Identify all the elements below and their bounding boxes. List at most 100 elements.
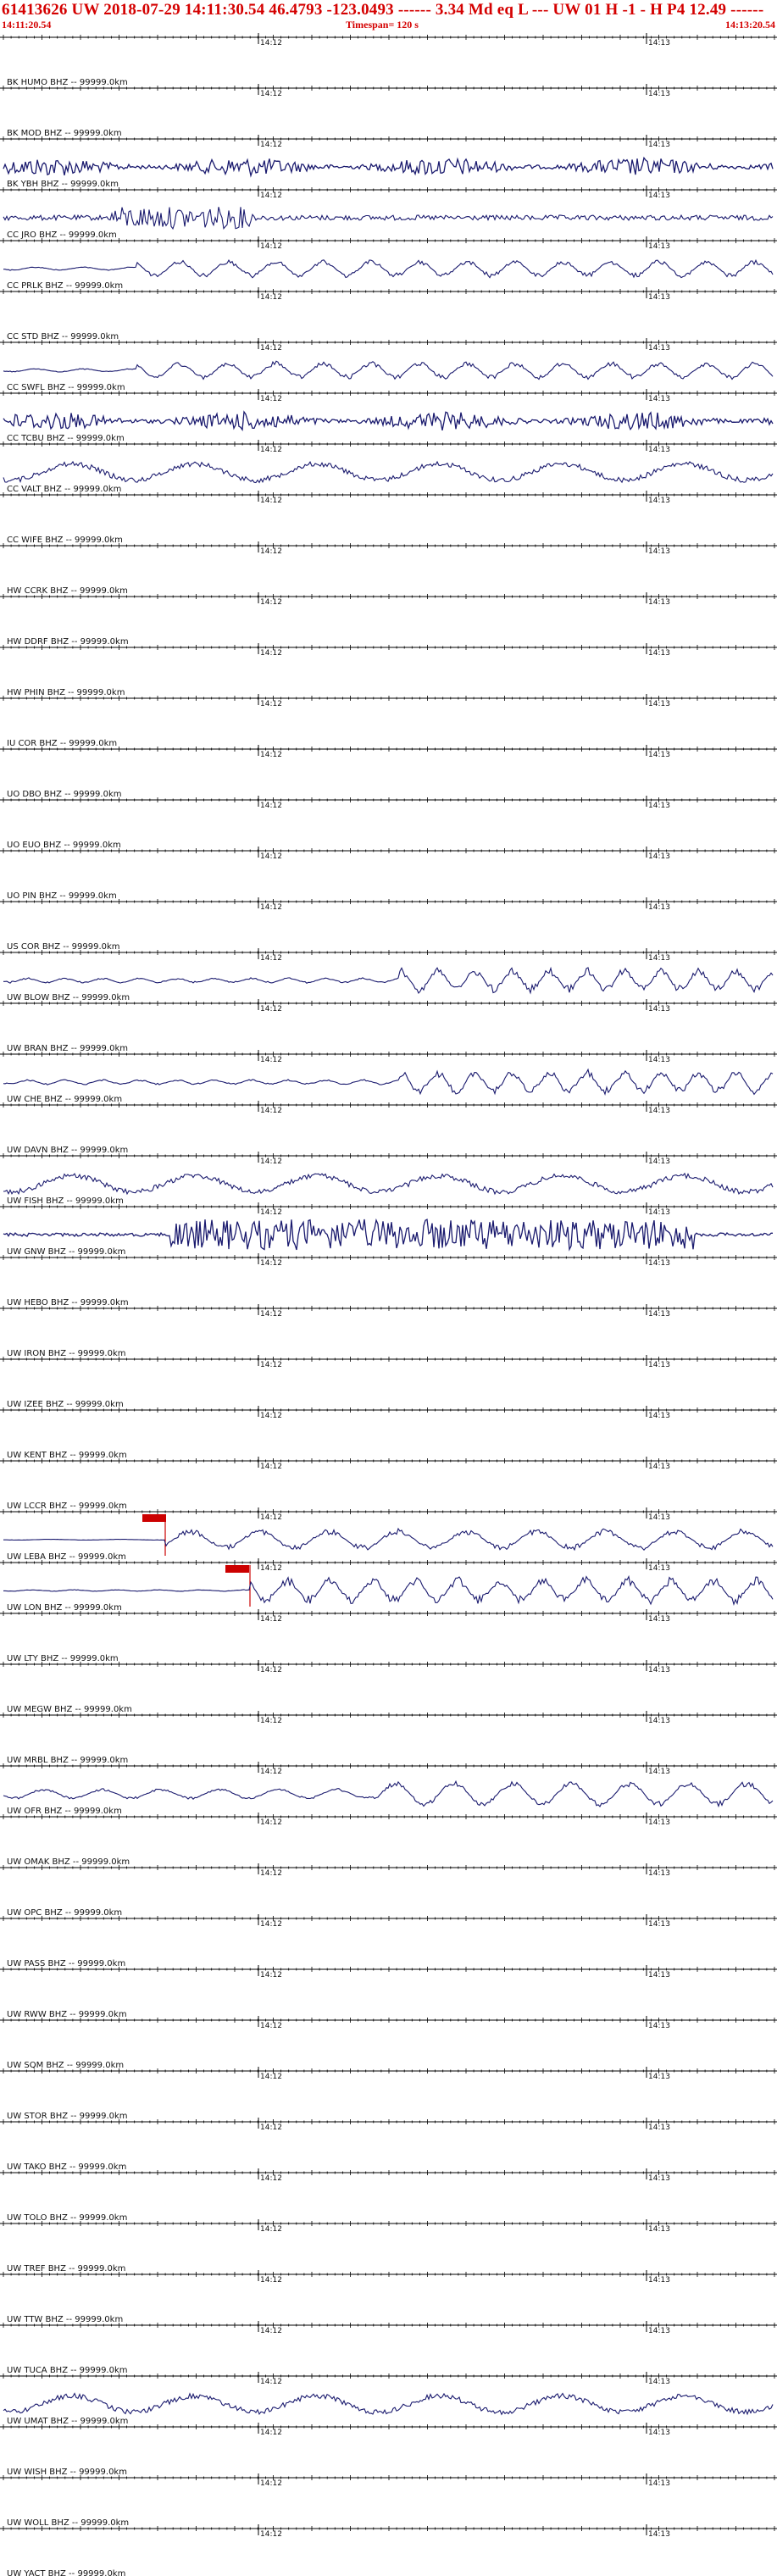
station-label: IU COR BHZ -- 99999.0km [7, 739, 117, 748]
station-label: UO PIN BHZ -- 99999.0km [7, 891, 117, 901]
minute-label: 14:13 [648, 141, 670, 149]
minute-label: 14:12 [260, 903, 282, 912]
minute-label: 14:13 [648, 802, 670, 810]
minute-label: 14:13 [648, 1005, 670, 1013]
trace-panel: 14:12 14:13 CC TCBU BHZ -- 99999.0km [0, 389, 777, 443]
station-label: UW OFR BHZ -- 99999.0km [7, 1807, 122, 1816]
station-label: UW CHE BHZ -- 99999.0km [7, 1095, 122, 1104]
station-label: UW BLOW BHZ -- 99999.0km [7, 993, 130, 1002]
station-label: UW GNW BHZ -- 99999.0km [7, 1247, 125, 1257]
minute-label: 14:12 [260, 1463, 282, 1471]
station-label: HW PHIN BHZ -- 99999.0km [7, 688, 125, 697]
trace-panel: 14:12 14:13 UW SQM BHZ -- 99999.0km [0, 2016, 777, 2070]
station-label: CC WIFE BHZ -- 99999.0km [7, 536, 123, 545]
trace-panel: 14:12 14:13 UW GNW BHZ -- 99999.0km [0, 1202, 777, 1257]
station-label: UW TAKO BHZ -- 99999.0km [7, 2162, 126, 2172]
trace-panel: 14:12 14:13 CC VALT BHZ -- 99999.0km [0, 440, 777, 494]
trace-panel: 14:12 14:13 UW LEBA BHZ -- 99999.0km [0, 1507, 777, 1562]
minute-label: 14:13 [648, 954, 670, 963]
trace-panel: 14:12 14:13 CC SWFL BHZ -- 99999.0km [0, 338, 777, 392]
trace-panel: 14:12 14:13 UW TREF BHZ -- 99999.0km [0, 2219, 777, 2273]
station-label: UO DBO BHZ -- 99999.0km [7, 790, 122, 799]
minute-label: 14:12 [260, 1056, 282, 1064]
minute-label: 14:13 [648, 852, 670, 861]
minute-label: 14:12 [260, 2174, 282, 2183]
station-label: UW DAVN BHZ -- 99999.0km [7, 1146, 128, 1155]
minute-label: 14:13 [648, 598, 670, 607]
trace-panel: 14:12 14:13 UW RWW BHZ -- 99999.0km [0, 1965, 777, 2019]
minute-label: 14:12 [260, 192, 282, 200]
minute-label: 14:12 [260, 1412, 282, 1420]
minute-label: 14:13 [648, 39, 670, 47]
trace-panel: 14:12 14:13 HW CCRK BHZ -- 99999.0km [0, 541, 777, 596]
minute-label: 14:13 [648, 700, 670, 708]
minute-label: 14:12 [260, 1666, 282, 1674]
minute-label: 14:13 [648, 1717, 670, 1725]
minute-label: 14:12 [260, 700, 282, 708]
minute-label: 14:13 [648, 1208, 670, 1217]
trace-panel: 14:12 14:13 UW IZEE BHZ -- 99999.0km [0, 1355, 777, 1409]
station-label: UW LEBA BHZ -- 99999.0km [7, 1552, 126, 1562]
trace-panel: 14:12 14:13 CC WIFE BHZ -- 99999.0km [0, 491, 777, 545]
minute-label: 14:12 [260, 1005, 282, 1013]
station-label: UW SQM BHZ -- 99999.0km [7, 2061, 124, 2070]
minute-label: 14:13 [648, 2327, 670, 2335]
minute-label: 14:13 [648, 2225, 670, 2234]
minute-label: 14:12 [260, 1310, 282, 1319]
waveform [3, 156, 774, 178]
station-label: CC PRLK BHZ -- 99999.0km [7, 281, 123, 291]
minute-label: 14:13 [648, 192, 670, 200]
minute-label: 14:12 [260, 344, 282, 353]
trace-panel: 14:12 14:13 UW FISH BHZ -- 99999.0km [0, 1152, 777, 1206]
minute-label: 14:13 [648, 242, 670, 251]
trace-panel: 14:12 14:13 UO DBO BHZ -- 99999.0km [0, 745, 777, 799]
station-label: BK HUMO BHZ -- 99999.0km [7, 78, 128, 87]
minute-label: 14:12 [260, 293, 282, 302]
trace-panel: 14:12 14:13 UW TUCA BHZ -- 99999.0km [0, 2321, 777, 2375]
trace-panel: 14:12 14:13 UW LTY BHZ -- 99999.0km [0, 1609, 777, 1663]
station-label: BK YBH BHZ -- 99999.0km [7, 180, 119, 189]
minute-label: 14:13 [648, 497, 670, 505]
trace-panel: 14:12 14:13 HW DDRF BHZ -- 99999.0km [0, 592, 777, 647]
minute-label: 14:12 [260, 90, 282, 98]
station-label: UW TREF BHZ -- 99999.0km [7, 2264, 125, 2273]
minute-label: 14:13 [648, 1564, 670, 1573]
minute-label: 14:13 [648, 2022, 670, 2030]
station-label: UW MRBL BHZ -- 99999.0km [7, 1756, 128, 1765]
minute-label: 14:13 [648, 344, 670, 353]
station-label: UW BRAN BHZ -- 99999.0km [7, 1044, 128, 1053]
minute-label: 14:13 [648, 1869, 670, 1878]
waveform [3, 1172, 774, 1196]
minute-label: 14:12 [260, 1818, 282, 1827]
minute-label: 14:12 [260, 1361, 282, 1369]
trace-panel: 14:12 14:13 UW MEGW BHZ -- 99999.0km [0, 1660, 777, 1714]
station-label: HW DDRF BHZ -- 99999.0km [7, 637, 129, 647]
minute-label: 14:13 [648, 1818, 670, 1827]
station-label: UW HEBO BHZ -- 99999.0km [7, 1298, 129, 1307]
phase-pick-flag [142, 1514, 166, 1522]
minute-label: 14:13 [648, 1768, 670, 1776]
minute-label: 14:12 [260, 497, 282, 505]
trace-panel: 14:12 14:13 UW IRON BHZ -- 99999.0km [0, 1304, 777, 1358]
waveform [3, 1574, 774, 1607]
minute-label: 14:12 [260, 1107, 282, 1115]
minute-label: 14:13 [648, 2276, 670, 2285]
minute-label: 14:13 [648, 1107, 670, 1115]
minute-label: 14:13 [648, 2073, 670, 2081]
minute-label: 14:13 [648, 903, 670, 912]
station-label: UW TOLO BHZ -- 99999.0km [7, 2213, 127, 2223]
waveform [3, 1527, 774, 1552]
waveform [3, 258, 774, 279]
station-label: UW LTY BHZ -- 99999.0km [7, 1654, 119, 1663]
minute-label: 14:13 [648, 547, 670, 556]
trace-panel: 14:12 14:13 UO PIN BHZ -- 99999.0km [0, 847, 777, 901]
minute-label: 14:13 [648, 751, 670, 759]
minute-label: 14:12 [260, 751, 282, 759]
trace-panel: 14:12 14:13 UW CHE BHZ -- 99999.0km [0, 1050, 777, 1104]
station-label: CC TCBU BHZ -- 99999.0km [7, 434, 125, 443]
minute-label: 14:13 [648, 395, 670, 403]
trace-panel: 14:12 14:13 UW LCCR BHZ -- 99999.0km [0, 1457, 777, 1511]
trace-panel: 14:12 14:13 UW TTW BHZ -- 99999.0km [0, 2270, 777, 2324]
minute-label: 14:12 [260, 1717, 282, 1725]
